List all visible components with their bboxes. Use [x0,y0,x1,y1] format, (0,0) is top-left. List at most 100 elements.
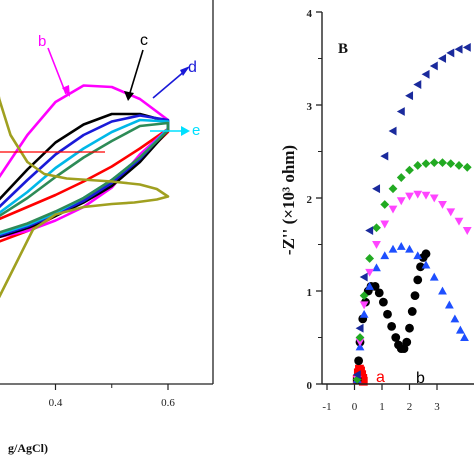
eis-point-triangle-down-3 [413,190,423,199]
cyclic-voltammetry-panel: 0.4 0.6 g/AgCl) b c d e [0,0,214,455]
eis-point-diamond-4 [413,161,423,170]
eis-point-triangle-down-3 [372,240,381,249]
eis-point-b [378,297,388,307]
eis-point-triangle-left-5 [421,69,430,79]
eis-point-triangle-down-3 [359,301,369,310]
y-tick-label-b: 2 [307,194,313,206]
eis-point-diamond-4 [438,158,447,168]
label-arrows-a [0,47,190,153]
eis-point-triangle-up-2 [388,244,398,253]
eis-point-diamond-4 [454,161,464,170]
eis-point-triangle-down-3 [446,208,456,217]
eis-point-triangle-up-2 [421,260,431,269]
eis-point-triangle-up-2 [396,241,406,250]
eis-point-triangle-left-5 [359,272,368,282]
eis-point-triangle-left-5 [396,107,405,116]
eis-point-b [387,321,397,331]
eis-point-triangle-down-3 [396,197,406,206]
eis-point-diamond-4 [429,158,439,168]
eis-point-triangle-down-3 [355,338,365,347]
y-tick-label-b: 0 [307,380,313,392]
eis-point-b [416,262,425,272]
panel-label-b: B [338,41,348,57]
eis-point-triangle-up-2 [450,314,460,323]
eis-point-b [410,291,420,301]
eis-point-b [374,288,384,298]
y-tick-label-b: 1 [307,287,313,299]
cv-curve-d [0,114,170,237]
nyquist-panel: 0 1 2 3 4 -1 0 1 2 3 B -Z'' (×10³ ohm) a b [279,8,474,413]
nyquist-series-group [352,42,472,386]
eis-point-triangle-left-5 [446,48,455,58]
series-label-c-a: c [140,32,148,49]
axis-ticks-b: 0 1 2 3 4 -1 0 1 2 3 [307,8,441,413]
x-tick-label-b: 1 [379,401,385,413]
eis-point-diamond-4 [388,184,398,194]
eis-point-triangle-up-2 [460,333,469,342]
y-tick-label-b: 4 [307,8,313,20]
eis-point-triangle-down-3 [421,191,431,200]
eis-point-diamond-4 [421,159,431,168]
eis-point-diamond-4 [446,159,456,168]
eis-point-diamond-4 [355,333,365,342]
x-tick-label-a: 0.4 [49,397,63,409]
series-label-e-a: e [192,122,200,139]
eis-point-diamond-4 [380,200,390,209]
eis-point-triangle-left-5 [355,323,364,333]
eis-point-triangle-down-3 [405,192,414,201]
cv-series-group [0,84,170,299]
y-tick-label-b: 3 [307,101,313,113]
x-axis-title-a: g/AgCl) [8,441,48,455]
series-label-b-b: b [416,370,425,387]
eis-point-diamond-4 [405,165,414,175]
eis-point-triangle-left-5 [388,126,397,136]
eis-point-b [354,356,364,366]
y-axis-title-b: -Z'' (×10³ ohm) [279,145,298,255]
eis-point-b [413,275,423,285]
x-tick-label-b: 0 [352,401,358,413]
eis-point-diamond-4 [462,162,472,172]
eis-point-b [421,249,431,259]
eis-point-triangle-up-2 [365,281,375,290]
eis-point-triangle-left-5 [405,91,414,101]
eis-point-triangle-up-2 [444,300,454,309]
x-tick-label-a: 0.6 [161,397,175,409]
eis-point-diamond-4 [365,254,375,263]
eis-point-triangle-left-5 [454,44,463,54]
cv-curve-c [0,112,170,239]
eis-point-b [405,323,414,333]
eis-point-triangle-up-2 [455,325,465,334]
eis-point-triangle-left-5 [352,370,361,380]
series-label-d-a: d [188,59,197,76]
eis-point-triangle-down-3 [454,217,464,226]
eis-point-triangle-down-3 [429,194,439,203]
eis-point-triangle-down-3 [365,268,375,277]
eis-point-triangle-left-5 [372,184,381,194]
eis-point-triangle-left-5 [438,54,447,63]
cv-curve-b [0,84,170,239]
eis-point-triangle-left-5 [380,151,389,161]
x-tick-label-b: -1 [322,401,331,413]
eis-point-triangle-up-2 [359,309,369,318]
eis-point-triangle-left-5 [413,80,422,89]
eis-point-triangle-down-3 [462,227,472,235]
eis-point-triangle-up-2 [413,251,423,260]
eis-point-triangle-down-3 [388,205,398,214]
eis-point-triangle-down-3 [438,200,447,209]
eis-point-triangle-up-2 [372,263,381,272]
eis-point-b [383,309,392,319]
eis-point-triangle-left-5 [365,226,374,235]
eis-point-b [402,337,412,347]
eis-point-a [358,376,368,386]
x-tick-label-b: 2 [407,401,413,413]
series-label-a-b: a [376,369,385,386]
eis-point-b [407,307,417,316]
eis-point-triangle-up-2 [405,244,414,253]
x-tick-label-b: 3 [434,401,440,413]
eis-point-b [391,333,401,342]
eis-point-triangle-down-3 [380,220,390,229]
eis-point-triangle-up-2 [429,272,439,281]
eis-point-diamond-4 [372,223,381,233]
eis-point-triangle-left-5 [462,42,471,52]
